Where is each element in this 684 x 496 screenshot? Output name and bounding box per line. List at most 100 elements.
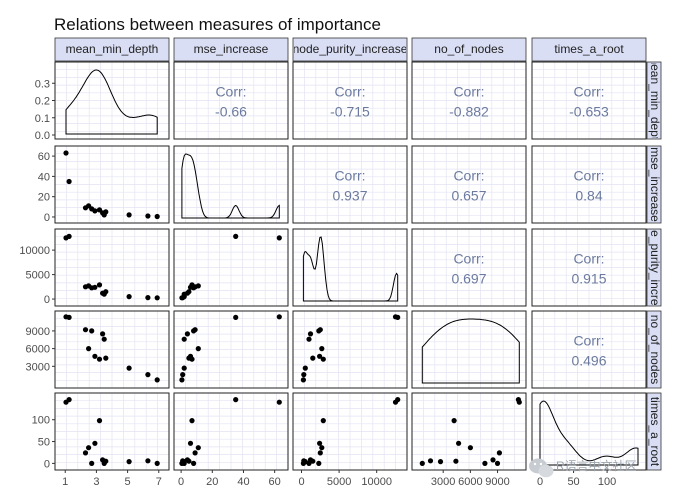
x-tick-label-times_a_root: 50 — [567, 476, 579, 488]
panel-times_a_root-no_of_nodes-point — [496, 450, 502, 456]
panel-times_a_root-mean_min_depth-point — [86, 445, 92, 451]
panel-mse_increase-mean_min_depth-point — [154, 213, 160, 220]
panel-no_of_nodes-mse_increase-point — [180, 372, 186, 378]
panel-times_a_root-no_of_nodes-point — [451, 418, 457, 424]
panel-times_a_root-no_of_nodes-point — [456, 440, 462, 446]
y-tick-label-no_of_nodes: 9000 — [26, 326, 50, 338]
x-tick-label-mse_increase: 20 — [206, 476, 218, 488]
row-strip-times_a_root — [646, 392, 662, 471]
panel-no_of_nodes-mean_min_depth-point — [126, 365, 132, 371]
column-strip-label-mean_min_depth: mean_min_depth — [66, 42, 159, 56]
panel-node_purity_increase-mean_min_depth-point — [145, 295, 151, 301]
panel-mse_increase-times_a_root-corr-label: Corr: — [573, 168, 604, 184]
panel-node_purity_increase-mse_increase-point — [276, 235, 282, 241]
panel-no_of_nodes-mse_increase-point — [184, 331, 190, 337]
panel-times_a_root-node_purity_increase-point — [316, 460, 322, 466]
y-tick-label-mean_min_depth: 0.2 — [35, 96, 50, 108]
panel-mse_increase-node_purity_increase-border — [292, 145, 408, 224]
panel-node_purity_increase-times_a_root-corr-label: Corr: — [573, 251, 604, 267]
y-tick-label-mse_increase: 60 — [38, 151, 50, 163]
panel-no_of_nodes-node_purity_increase-point — [306, 336, 312, 342]
panel-times_a_root-mse_increase-point — [179, 460, 185, 466]
y-tick-label-node_purity_increase: 10000 — [19, 245, 50, 257]
chart-title: Relations between measures of importance — [54, 15, 381, 34]
panel-times_a_root-times_a_root-border — [531, 392, 647, 471]
panel-no_of_nodes-node_purity_increase-point — [307, 331, 314, 337]
y-tick-label-mse_increase: 0 — [44, 212, 50, 224]
panel-times_a_root-mse_increase-point — [192, 450, 198, 456]
panel-node_purity_increase-mean_min_depth-point — [66, 233, 72, 239]
panel-mse_increase-mean_min_depth-border — [54, 145, 170, 224]
panel-mean_min_depth-no_of_nodes-corr-label: Corr: — [453, 84, 484, 100]
x-tick-label-no_of_nodes: 3000 — [431, 476, 455, 488]
column-strip-mean_min_depth — [54, 37, 170, 62]
panel-times_a_root-node_purity_increase-border — [292, 392, 408, 471]
y-tick-label-node_purity_increase: 5000 — [26, 270, 50, 282]
column-strip-label-no_of_nodes: no_of_nodes — [434, 42, 503, 56]
panel-times_a_root-mean_min_depth-point — [96, 418, 103, 424]
panel-no_of_nodes-mean_min_depth-point — [100, 331, 106, 337]
panel-times_a_root-times_a_root-density-curve — [539, 400, 639, 466]
panel-times_a_root-mse_increase-point — [276, 399, 282, 405]
panel-times_a_root-mean_min_depth-point — [103, 458, 109, 464]
panel-no_of_nodes-node_purity_increase-point — [302, 365, 308, 371]
row-strip-label-times_a_root: times_a_root — [648, 397, 662, 467]
panel-no_of_nodes-node_purity_increase-point — [316, 328, 322, 334]
panel-mean_min_depth-times_a_root-corr-value: -0.653 — [569, 104, 609, 120]
panel-mse_increase-mean_min_depth-point — [126, 212, 132, 218]
panel-mean_min_depth-no_of_nodes-corr-value: -0.882 — [449, 104, 489, 120]
row-strip-mean_min_depth — [646, 61, 662, 140]
panel-no_of_nodes-mean_min_depth-point — [86, 346, 92, 352]
panel-mse_increase-mean_min_depth-point — [63, 150, 69, 156]
panel-node_purity_increase-no_of_nodes-corr-value: 0.697 — [451, 271, 486, 287]
row-strip-mse_increase — [646, 145, 662, 224]
panel-mse_increase-mean_min_depth-point — [103, 209, 109, 215]
column-strip-label-times_a_root: times_a_root — [554, 42, 624, 56]
panel-times_a_root-mse_increase-point — [233, 397, 239, 403]
panel-mse_increase-mse_increase-density-curve — [181, 153, 280, 219]
panel-times_a_root-mean_min_depth-point — [82, 450, 89, 456]
panel-no_of_nodes-mse_increase-point — [276, 314, 282, 320]
panel-times_a_root-mse_increase-point — [191, 460, 197, 466]
row-strip-node_purity_increase — [646, 228, 662, 307]
panel-node_purity_increase-mse_increase-border — [173, 228, 289, 307]
panel-no_of_nodes-no_of_nodes-border — [411, 310, 527, 389]
y-tick-label-times_a_root: 50 — [38, 437, 50, 449]
panel-mean_min_depth-node_purity_increase-corr-label: Corr: — [334, 84, 365, 100]
panel-no_of_nodes-mean_min_depth-point — [101, 336, 107, 342]
panel-mse_increase-node_purity_increase-corr-label: Corr: — [334, 168, 365, 184]
panel-no_of_nodes-node_purity_increase-point — [300, 377, 306, 383]
y-tick-label-no_of_nodes: 3000 — [26, 361, 50, 373]
panel-mse_increase-mse_increase-border — [173, 145, 289, 224]
y-tick-label-times_a_root: 100 — [32, 415, 50, 427]
x-tick-label-no_of_nodes: 6000 — [458, 476, 482, 488]
panel-times_a_root-mean_min_depth-point — [126, 459, 132, 465]
x-tick-label-node_purity_increase: 10000 — [361, 476, 392, 488]
panel-node_purity_increase-node_purity_increase-density-curve — [302, 236, 399, 302]
panel-mse_increase-mean_min_depth-point — [92, 208, 98, 214]
panel-times_a_root-mse_increase-point — [186, 458, 192, 464]
x-tick-label-node_purity_increase: 5000 — [327, 476, 351, 488]
x-tick-label-mse_increase: 40 — [237, 476, 249, 488]
panel-mean_min_depth-times_a_root-corr-label: Corr: — [573, 84, 604, 100]
panel-mean_min_depth-mse_increase-border — [173, 61, 289, 140]
panel-node_purity_increase-mean_min_depth-point — [103, 289, 109, 295]
panel-node_purity_increase-mean_min_depth-point — [96, 282, 103, 288]
panel-node_purity_increase-mse_increase-point — [233, 233, 239, 239]
panel-mse_increase-no_of_nodes-corr-value: 0.657 — [451, 188, 486, 204]
panel-times_a_root-node_purity_increase-point — [317, 450, 323, 456]
panel-no_of_nodes-mse_increase-point — [186, 355, 192, 361]
y-tick-label-times_a_root: 0 — [44, 458, 50, 470]
x-tick-label-no_of_nodes: 9000 — [485, 476, 509, 488]
panel-no_of_nodes-mse_increase-point — [181, 336, 187, 342]
panel-times_a_root-node_purity_increase-point — [317, 440, 323, 446]
panel-no_of_nodes-node_purity_increase-border — [292, 310, 408, 389]
x-tick-label-mean_min_depth: 7 — [156, 476, 162, 488]
panel-node_purity_increase-no_of_nodes-corr-label: Corr: — [453, 251, 484, 267]
panel-no_of_nodes-mse_increase-point — [233, 314, 239, 320]
panel-mean_min_depth-mse_increase-corr-label: Corr: — [215, 84, 246, 100]
panel-no_of_nodes-mse_increase-point — [181, 365, 187, 371]
panel-no_of_nodes-node_purity_increase-point — [310, 355, 316, 361]
panel-times_a_root-mse_increase-point — [195, 445, 201, 451]
panel-no_of_nodes-times_a_root-corr-label: Corr: — [573, 333, 604, 349]
